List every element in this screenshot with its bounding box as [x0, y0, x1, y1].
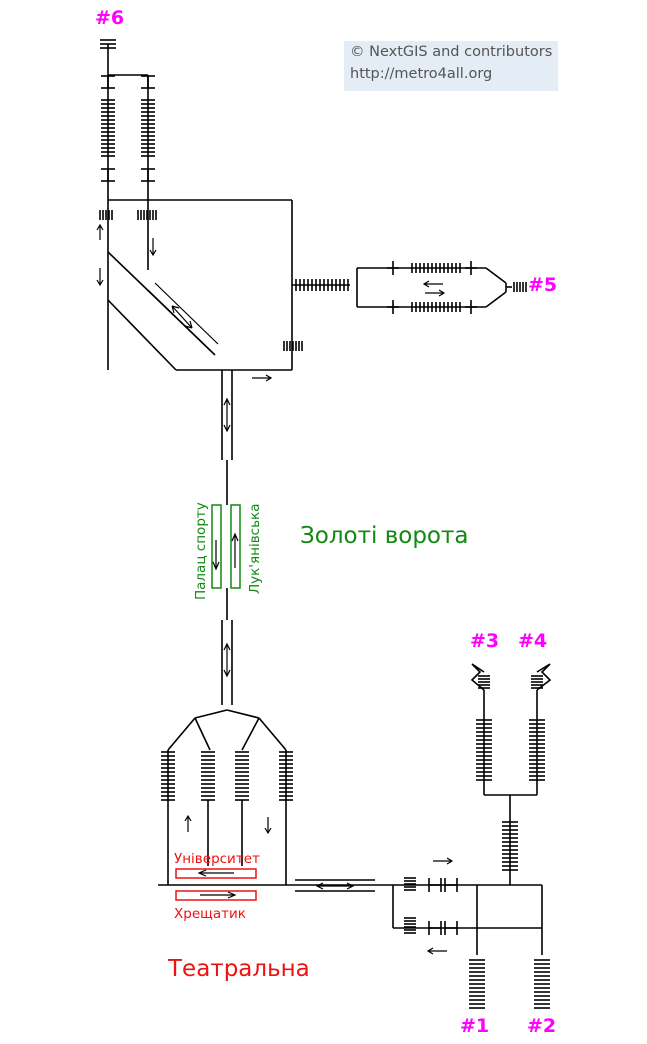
exit-2-label[interactable]: #2 [527, 1015, 556, 1037]
platform-direction-lukianivska: Лук'янівська [247, 504, 263, 594]
teatralna-hall [158, 709, 385, 892]
exit-3-label[interactable]: #3 [470, 630, 499, 652]
exits-1-4-concourse [385, 663, 552, 955]
copyright-box: © NextGIS and contributors http://metro4… [344, 41, 558, 91]
exit-5-escalators [295, 263, 527, 312]
exits-1-4-escalators [404, 675, 550, 1009]
copyright-line: © NextGIS and contributors [350, 44, 553, 60]
exit-4-label[interactable]: #4 [518, 630, 547, 652]
platform-direction-palats-sportu: Палац спорту [193, 502, 209, 600]
exit-5-concourse [356, 260, 512, 315]
exit-6-label[interactable]: #6 [95, 7, 124, 29]
platform-direction-universytet: Університет [174, 851, 260, 867]
website-link[interactable]: http://metro4all.org [350, 66, 493, 82]
zoloti-vorota-hall [96, 199, 350, 382]
zoloti-vorota-platforms [211, 504, 241, 589]
transfer-tunnel [221, 370, 233, 705]
station-name-teatralna: Театральна [167, 956, 310, 982]
exit-1-label[interactable]: #1 [460, 1015, 489, 1037]
exit-6-escalators [101, 99, 155, 157]
platform-direction-khreshchatyk: Хрещатик [174, 906, 246, 922]
teatralna-escalators [161, 751, 293, 801]
station-name-zoloti-vorota: Золоті ворота [300, 523, 468, 549]
exit-5-label[interactable]: #5 [528, 274, 557, 296]
teatralna-platforms [175, 868, 257, 901]
